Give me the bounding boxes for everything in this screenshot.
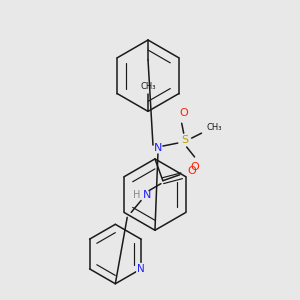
Text: N: N <box>137 264 145 274</box>
Text: O: O <box>190 162 199 172</box>
Text: H: H <box>134 190 141 200</box>
Text: CH₃: CH₃ <box>207 123 222 132</box>
Text: O: O <box>179 108 188 118</box>
Text: N: N <box>154 143 162 153</box>
Text: CH₃: CH₃ <box>140 82 156 91</box>
Text: S: S <box>181 135 188 145</box>
Text: N: N <box>143 190 151 200</box>
Text: O: O <box>187 166 196 176</box>
